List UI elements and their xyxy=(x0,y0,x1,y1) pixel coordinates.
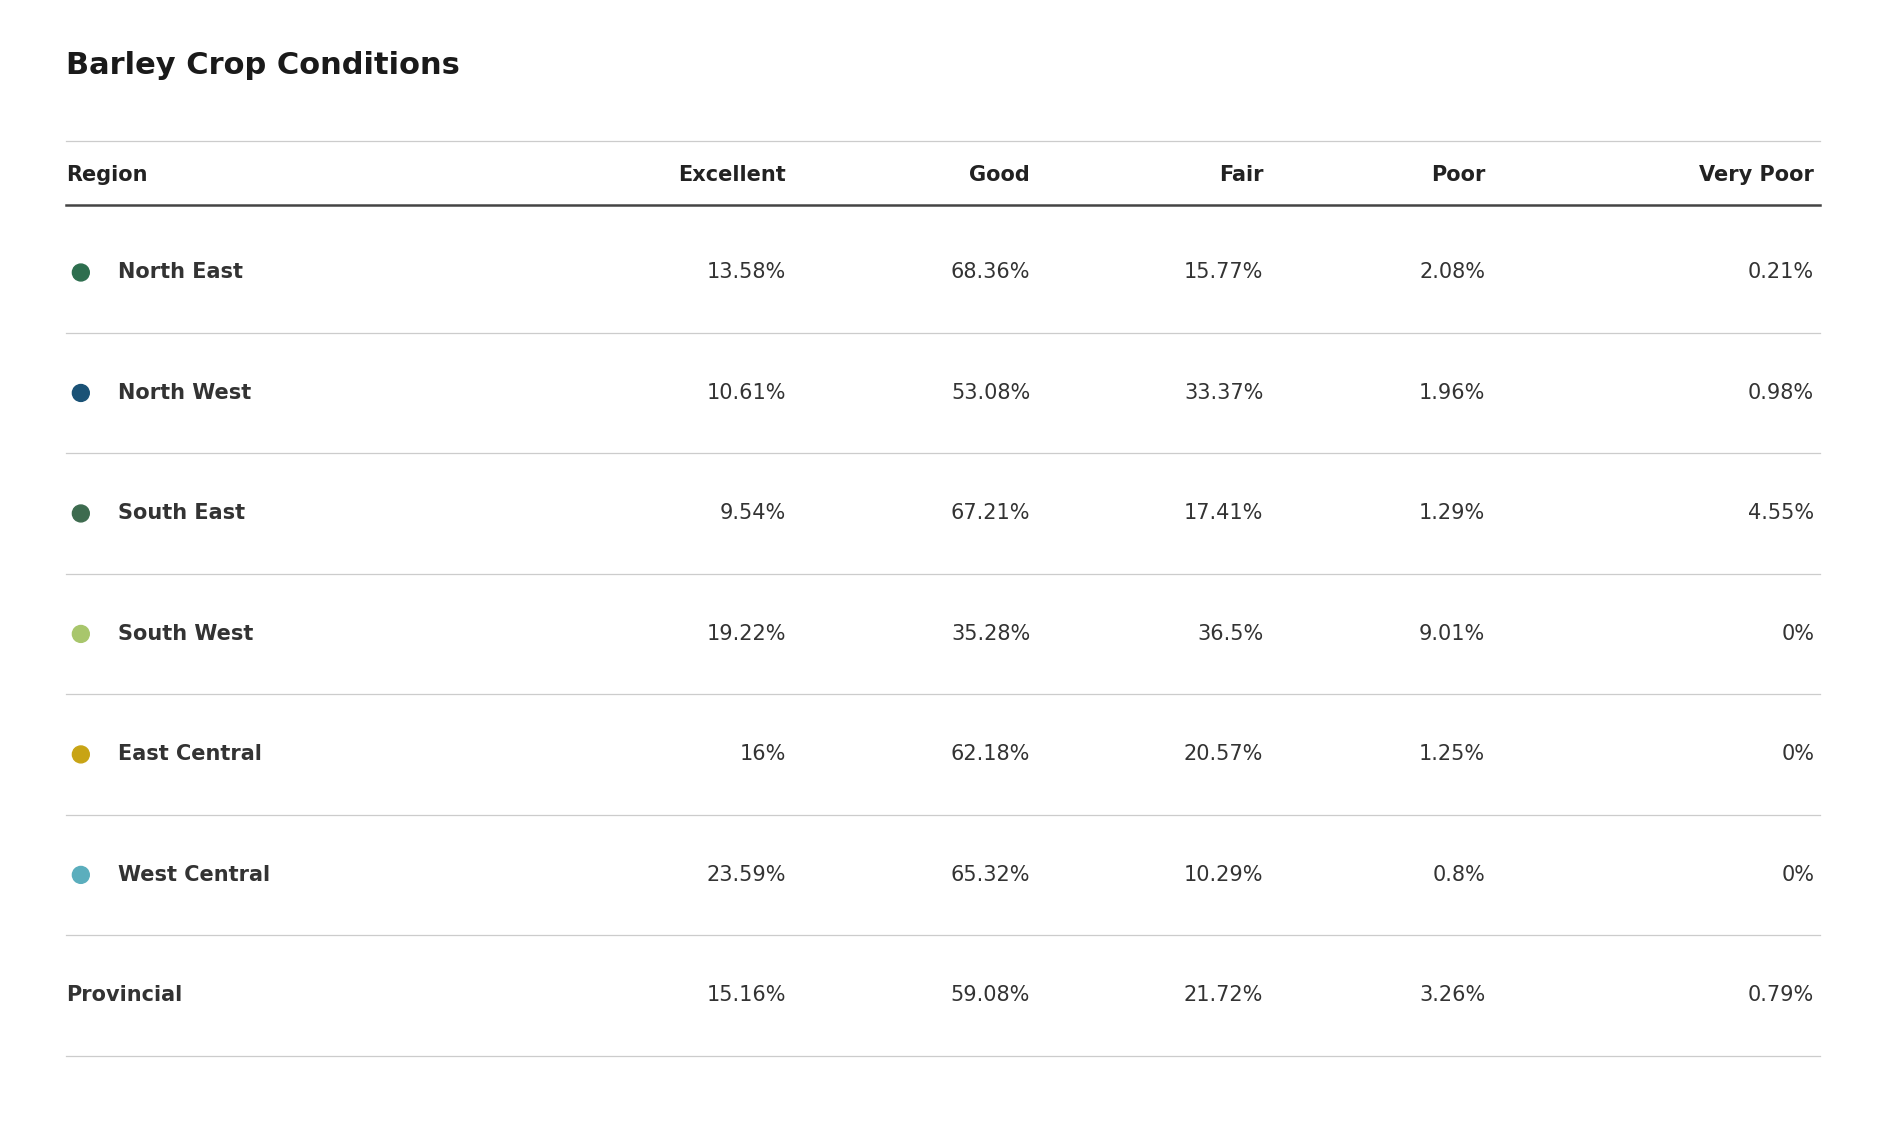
Text: Barley Crop Conditions: Barley Crop Conditions xyxy=(66,51,461,80)
Text: 15.77%: 15.77% xyxy=(1184,262,1263,283)
Text: 53.08%: 53.08% xyxy=(951,383,1030,403)
Text: 2.08%: 2.08% xyxy=(1419,262,1485,283)
Text: 0%: 0% xyxy=(1780,624,1814,644)
Text: Poor: Poor xyxy=(1431,164,1485,185)
Text: 35.28%: 35.28% xyxy=(951,624,1030,644)
Text: 16%: 16% xyxy=(739,744,786,765)
Text: North East: North East xyxy=(118,262,243,283)
Text: 17.41%: 17.41% xyxy=(1184,503,1263,524)
Text: 67.21%: 67.21% xyxy=(951,503,1030,524)
Text: 9.01%: 9.01% xyxy=(1419,624,1485,644)
Text: 0.21%: 0.21% xyxy=(1748,262,1814,283)
Text: 0.8%: 0.8% xyxy=(1433,865,1485,885)
Text: 21.72%: 21.72% xyxy=(1184,985,1263,1006)
Text: Excellent: Excellent xyxy=(679,164,786,185)
Text: 4.55%: 4.55% xyxy=(1748,503,1814,524)
Text: 0%: 0% xyxy=(1780,865,1814,885)
Text: 3.26%: 3.26% xyxy=(1419,985,1485,1006)
Text: 15.16%: 15.16% xyxy=(707,985,786,1006)
Text: West Central: West Central xyxy=(118,865,271,885)
Text: North West: North West xyxy=(118,383,252,403)
Text: 0.98%: 0.98% xyxy=(1748,383,1814,403)
Text: 68.36%: 68.36% xyxy=(951,262,1030,283)
Text: 36.5%: 36.5% xyxy=(1198,624,1263,644)
Text: 62.18%: 62.18% xyxy=(951,744,1030,765)
Text: Provincial: Provincial xyxy=(66,985,182,1006)
Text: 1.29%: 1.29% xyxy=(1419,503,1485,524)
Text: Region: Region xyxy=(66,164,147,185)
Text: 10.29%: 10.29% xyxy=(1184,865,1263,885)
Text: 0.79%: 0.79% xyxy=(1748,985,1814,1006)
Text: 20.57%: 20.57% xyxy=(1184,744,1263,765)
Text: 33.37%: 33.37% xyxy=(1184,383,1263,403)
Text: 65.32%: 65.32% xyxy=(951,865,1030,885)
Text: 19.22%: 19.22% xyxy=(707,624,786,644)
Text: South East: South East xyxy=(118,503,246,524)
Text: 10.61%: 10.61% xyxy=(707,383,786,403)
Text: 9.54%: 9.54% xyxy=(720,503,786,524)
Text: 59.08%: 59.08% xyxy=(951,985,1030,1006)
Text: Very Poor: Very Poor xyxy=(1700,164,1814,185)
Text: South West: South West xyxy=(118,624,254,644)
Text: 23.59%: 23.59% xyxy=(707,865,786,885)
Text: 0%: 0% xyxy=(1780,744,1814,765)
Text: 1.25%: 1.25% xyxy=(1419,744,1485,765)
Text: 13.58%: 13.58% xyxy=(707,262,786,283)
Text: 1.96%: 1.96% xyxy=(1419,383,1485,403)
Text: Fair: Fair xyxy=(1218,164,1263,185)
Text: East Central: East Central xyxy=(118,744,263,765)
Text: Good: Good xyxy=(970,164,1030,185)
